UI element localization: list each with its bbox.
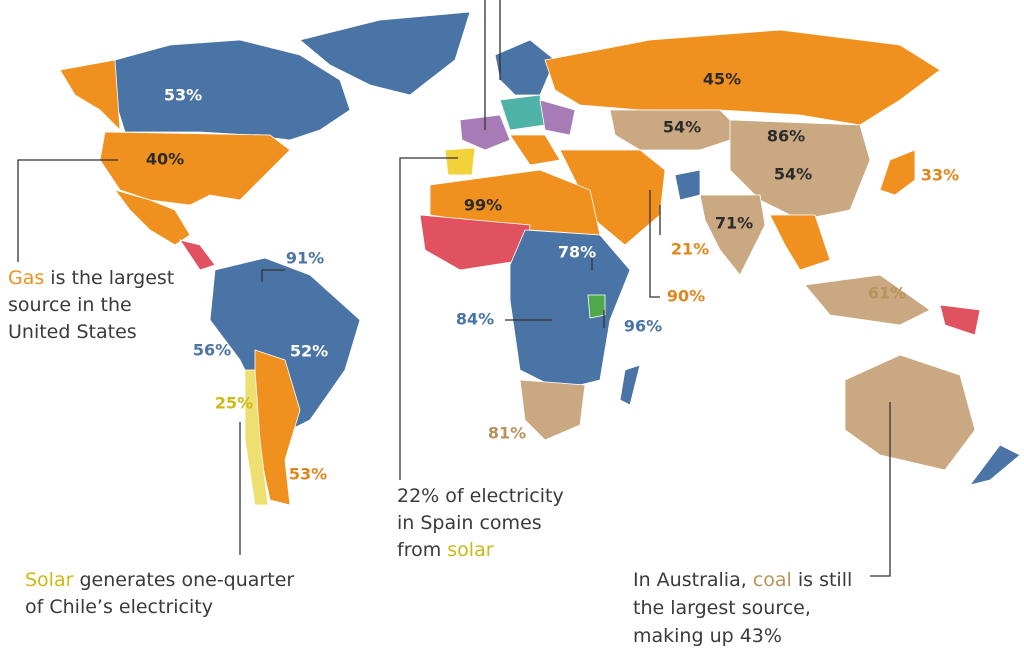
mexico [113, 189, 191, 246]
countries [59, 11, 1021, 506]
annotation-text: coal [753, 569, 792, 591]
share-label: 86% [767, 127, 805, 146]
annotation-text: in Spain comes [397, 512, 542, 534]
share-label: 21% [671, 240, 709, 259]
share-label: 78% [558, 243, 596, 262]
leader-line [261, 190, 661, 328]
east-europe [539, 99, 576, 136]
kenya [587, 294, 606, 319]
annotation-text: from [397, 539, 447, 561]
annotation-text: generates one-quarter [73, 569, 294, 591]
share-labels: 53% 40% 45% 54% 86% 54% 33% 99% 21% 71% 91% 78% 90% 6… [146, 70, 959, 484]
russia [544, 29, 941, 126]
leader-line [399, 157, 458, 480]
share-label: 81% [488, 424, 526, 443]
share-label: 90% [667, 287, 705, 306]
share-label: 25% [215, 394, 253, 413]
share-label: 52% [290, 342, 328, 361]
annotation-text: 22% of electricity [397, 485, 564, 507]
share-label: 53% [164, 86, 202, 105]
annotation-line: making up 43% [633, 625, 782, 647]
new-zealand [969, 444, 1021, 486]
iberia [444, 147, 476, 176]
annotation-text: is the largest [44, 267, 174, 289]
annotation-line: source in the [8, 294, 132, 316]
annotation-text: Gas [8, 267, 44, 289]
south-africa [519, 379, 586, 441]
annotation-line: from solar [397, 539, 494, 561]
annotation-text: Solar [25, 569, 74, 591]
share-label: 84% [456, 310, 494, 329]
southeast-asia [769, 214, 831, 271]
usa [99, 131, 291, 206]
annotation-line: the largest source, [633, 597, 811, 619]
leader-lines [17, 0, 891, 577]
annotation: 22% of electricity in Spain comes from sol… [397, 485, 564, 561]
share-label: 45% [703, 70, 741, 89]
share-label: 91% [286, 249, 324, 268]
png [939, 304, 981, 336]
share-label: 40% [146, 150, 184, 169]
india [699, 194, 766, 276]
annotation: Solar generates one-quarter of Chile’s el… [25, 569, 294, 618]
share-label: 54% [663, 118, 701, 137]
share-label: 96% [624, 317, 662, 336]
share-label: 54% [774, 165, 812, 184]
annotation-line: of Chile’s electricity [25, 596, 213, 618]
germany [499, 94, 546, 131]
annotation-text: source in the [8, 294, 132, 316]
central-america [179, 239, 216, 271]
west-africa [419, 214, 531, 271]
annotation: Gas is the largest source in the United St… [8, 267, 174, 343]
annotation-text: United States [8, 321, 137, 343]
annotation: In Australia, coal is still the largest s… [633, 569, 852, 647]
annotation-line: In Australia, coal is still [633, 569, 852, 591]
china [729, 119, 871, 221]
south-america [209, 257, 361, 431]
share-label: 33% [921, 166, 959, 185]
annotation-line: 22% of electricity [397, 485, 564, 507]
afghanistan [674, 169, 701, 201]
central-asia [609, 109, 746, 151]
annotation-text: solar [447, 539, 493, 561]
japan [879, 149, 916, 196]
scandinavia [494, 39, 556, 96]
annotation-line: in Spain comes [397, 512, 542, 534]
share-label: 53% [289, 465, 327, 484]
canada [114, 39, 351, 141]
annotation-line: Solar generates one-quarter [25, 569, 294, 591]
greenland [299, 11, 471, 96]
italy-balkans [509, 134, 561, 166]
annotation-line: Gas is the largest [8, 267, 174, 289]
annotation-text: is still [792, 569, 852, 591]
annotation-text: In Australia, [633, 569, 753, 591]
share-label: 56% [193, 341, 231, 360]
share-label: 61% [868, 284, 906, 303]
annotation-text: making up 43% [633, 625, 782, 647]
leader-line [17, 159, 118, 262]
chile [244, 369, 269, 506]
leader-line [484, 0, 501, 130]
annotation-text: of Chile’s electricity [25, 596, 213, 618]
share-label: 99% [464, 196, 502, 215]
annotation-line: United States [8, 321, 137, 343]
france [459, 114, 511, 151]
madagascar [619, 364, 641, 406]
alaska [59, 59, 121, 132]
leader-line [870, 402, 891, 577]
australia [844, 354, 976, 471]
annotation-text: the largest source, [633, 597, 811, 619]
share-label: 71% [715, 214, 753, 233]
indonesia [804, 274, 931, 326]
